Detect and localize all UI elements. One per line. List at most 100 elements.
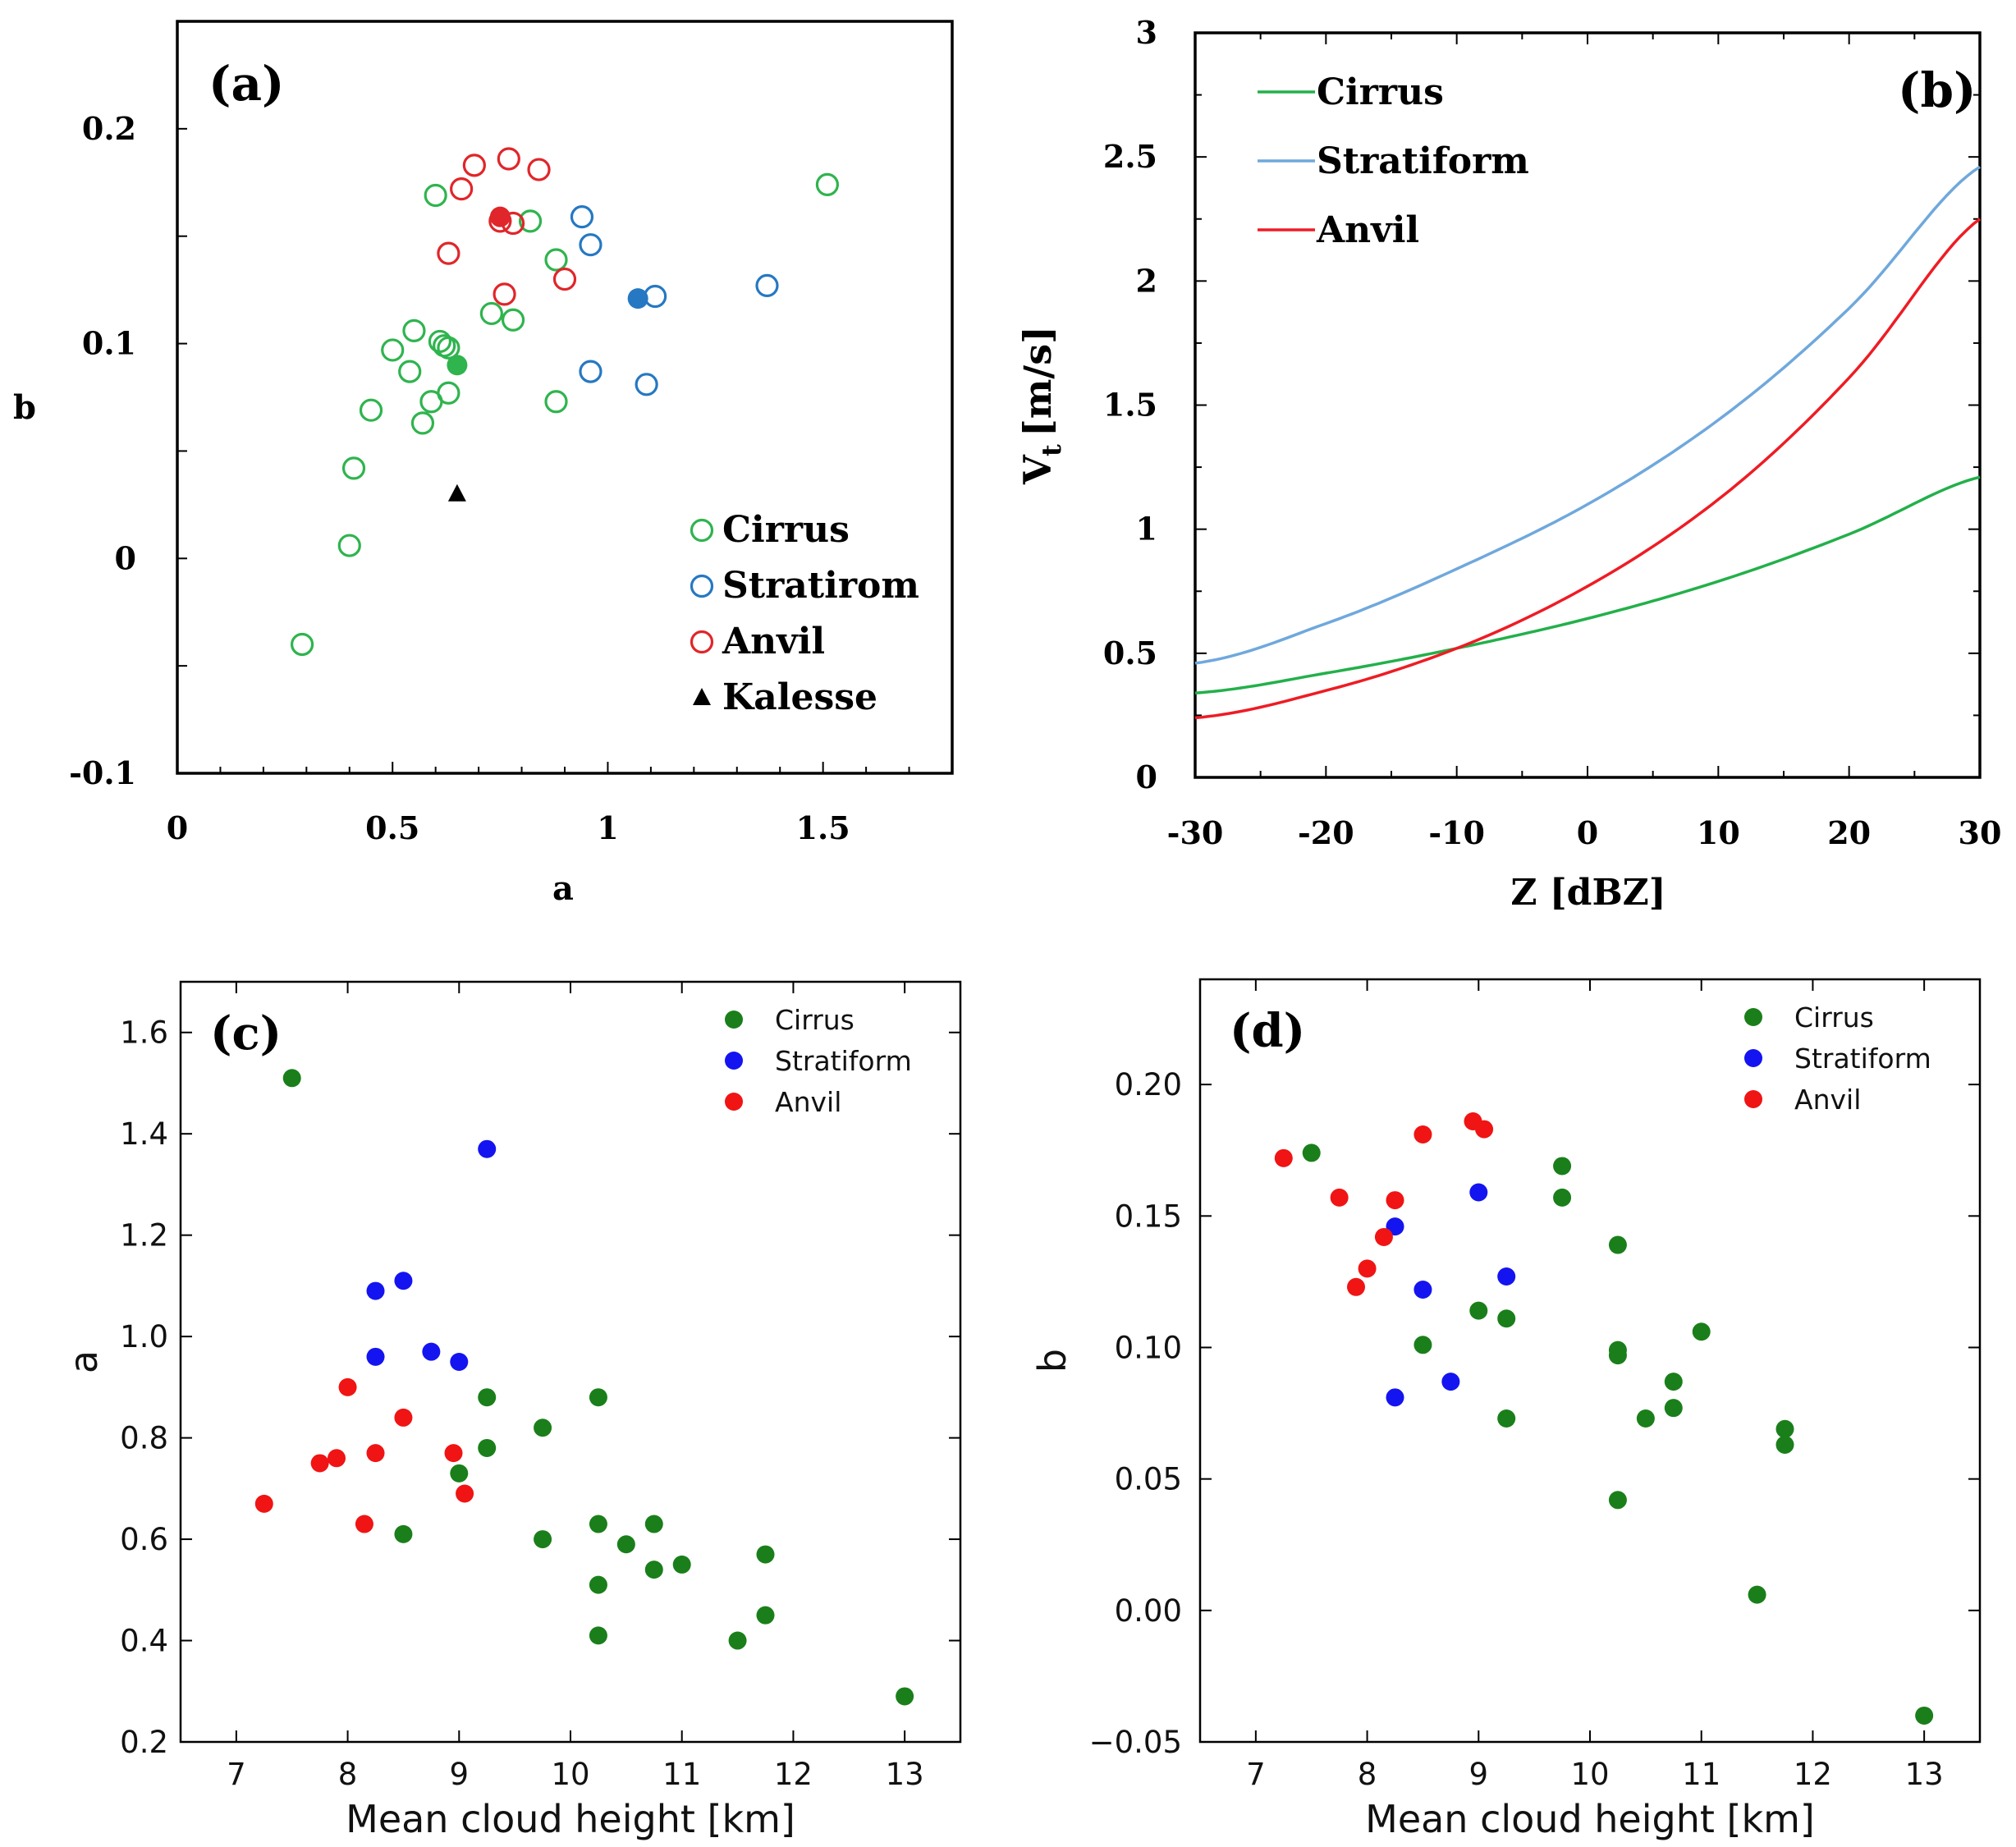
c-y-tick-label: 0.6 — [120, 1522, 168, 1557]
c-cirrus-point — [644, 1515, 663, 1533]
d-cirrus-point — [1775, 1419, 1794, 1438]
d-stratiform-point — [1469, 1183, 1488, 1202]
b-y-tick-label: 0.5 — [1103, 635, 1157, 671]
c-x-tick-label: 11 — [662, 1757, 701, 1792]
d-x-tick-label: 11 — [1682, 1757, 1720, 1792]
c-stratiform-point — [366, 1281, 385, 1300]
a-cirrus-point — [341, 456, 366, 480]
c-anvil-point — [338, 1377, 357, 1396]
c-cirrus-point — [589, 1575, 607, 1594]
d-cirrus-point — [1775, 1436, 1794, 1455]
c-cirrus-point — [589, 1388, 607, 1407]
b-y-axis-label-unit: [m/s] — [1015, 326, 1060, 437]
c-stratiform-point — [478, 1139, 497, 1158]
a-kalesse-point — [447, 484, 466, 502]
d-cirrus-point — [1608, 1235, 1627, 1254]
a-stratirom-point — [570, 205, 594, 229]
d-cirrus-point — [1469, 1301, 1488, 1320]
b-legend-label: Cirrus — [1317, 71, 1444, 113]
b-y-tick-label: 0 — [1136, 759, 1157, 795]
c-cirrus-point — [394, 1524, 413, 1543]
d-y-tick-label: −0.05 — [1089, 1725, 1182, 1760]
a-stratirom-point — [579, 360, 603, 383]
c-anvil-point — [366, 1444, 385, 1463]
a-stratirom-point — [579, 233, 603, 257]
d-cirrus-point — [1664, 1399, 1683, 1418]
d-x-tick-label: 9 — [1469, 1757, 1489, 1792]
d-legend-marker-stratiform — [1744, 1049, 1762, 1067]
d-x-tick-label: 12 — [1794, 1757, 1832, 1792]
b-cirrus-line — [1194, 475, 1981, 694]
a-legend-marker-kalesse — [693, 688, 711, 705]
a-cirrus-point — [402, 319, 426, 342]
a-anvil-point — [493, 282, 516, 306]
a-cirrus-point — [437, 381, 460, 405]
c-plot-frame — [179, 980, 962, 1744]
d-x-tick-label: 10 — [1570, 1757, 1609, 1792]
d-legend-label: Anvil — [1794, 1084, 1861, 1116]
d-anvil-point — [1386, 1191, 1404, 1210]
d-y-tick-label: 0.05 — [1115, 1462, 1182, 1497]
b-stratiform-line — [1194, 165, 1981, 665]
a-stratirom-point — [755, 273, 779, 298]
panel-d: 7 8 9 10 11 12 13 −0.05 0.00 0.05 0.10 0.15 0.20 Mean… — [1030, 978, 1982, 1841]
d-cirrus-point — [1553, 1157, 1572, 1176]
d-x-tick-label: 8 — [1358, 1757, 1377, 1792]
a-cirrus-point — [501, 308, 525, 332]
c-x-tick-label: 12 — [774, 1757, 813, 1792]
c-anvil-point — [328, 1449, 346, 1468]
a-cirrus-point — [544, 390, 568, 414]
a-anvil-point — [462, 154, 486, 177]
a-stratirom-point — [644, 284, 667, 309]
a-panel-label: (a) — [208, 56, 284, 112]
c-stratiform-point — [422, 1342, 441, 1361]
b-panel-label: (b) — [1898, 62, 1976, 118]
a-y-tick-label: 0.1 — [82, 325, 136, 362]
a-cirrus-point — [815, 172, 840, 197]
a-legend-label: Stratirom — [722, 565, 919, 607]
d-y-tick-label: 0.15 — [1115, 1198, 1182, 1234]
a-legend-label: Kalesse — [722, 676, 877, 718]
d-stratiform-point — [1441, 1373, 1460, 1391]
a-cirrus-point — [437, 336, 460, 360]
b-x-tick-label: -30 — [1167, 814, 1224, 851]
d-anvil-point — [1274, 1148, 1293, 1167]
d-anvil-point — [1475, 1120, 1494, 1139]
d-legend-marker-anvil — [1744, 1090, 1762, 1108]
c-legend-label: Cirrus — [775, 1004, 855, 1036]
a-x-axis-label: a — [552, 869, 574, 908]
c-y-tick-label: 0.4 — [120, 1624, 168, 1659]
d-cirrus-point — [1636, 1409, 1655, 1428]
b-y-axis-label-sub: t — [1036, 444, 1067, 456]
c-cirrus-point — [589, 1515, 607, 1533]
a-legend-marker-anvil — [690, 630, 714, 654]
c-cirrus-point — [282, 1069, 301, 1088]
d-cirrus-point — [1497, 1409, 1516, 1428]
d-stratiform-point — [1497, 1267, 1516, 1286]
b-x-axis-label: Z [dBZ] — [1510, 872, 1665, 914]
c-anvil-point — [310, 1454, 329, 1473]
panel-b: -30 -20 -10 0 10 20 30 0 0.5 1 1.5 2 2.5 3 Z [dBZ] Vt [m… — [1015, 14, 2001, 914]
b-y-tick-label: 2 — [1136, 262, 1157, 299]
d-legend-label: Stratiform — [1794, 1043, 1931, 1075]
c-anvil-point — [254, 1494, 273, 1513]
d-legend-marker-cirrus — [1744, 1008, 1762, 1026]
c-y-tick-label: 0.8 — [120, 1421, 168, 1456]
a-x-tick-label: 0.5 — [365, 809, 419, 846]
a-anvil-point — [552, 267, 577, 291]
c-cirrus-point — [728, 1631, 747, 1650]
b-plot-frame — [1194, 31, 1982, 779]
c-x-tick-label: 8 — [338, 1757, 358, 1792]
c-stratiform-point — [450, 1353, 469, 1371]
a-anvil-mean-point — [489, 206, 511, 227]
a-x-tick-label: 1 — [597, 809, 618, 846]
b-x-tick-label: 0 — [1577, 814, 1598, 851]
c-x-tick-label: 9 — [450, 1757, 470, 1792]
d-anvil-point — [1347, 1277, 1365, 1296]
b-y-axis-label-main: V — [1015, 454, 1060, 485]
a-x-tick-label: 0 — [167, 809, 188, 846]
a-stratirom-mean-point — [627, 288, 648, 309]
b-y-tick-label: 3 — [1136, 14, 1157, 51]
c-stratiform-point — [394, 1272, 413, 1290]
b-y-tick-label: 2.5 — [1103, 138, 1157, 175]
